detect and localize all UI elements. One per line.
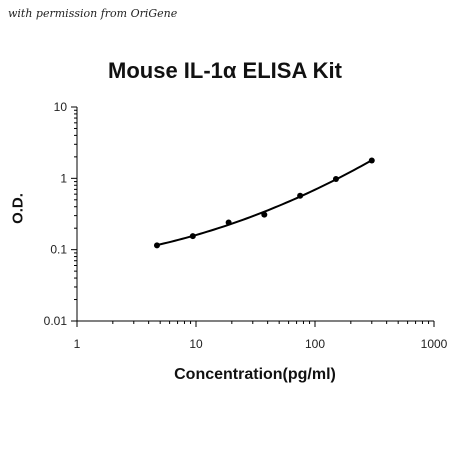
- x-tick-label: 1000: [421, 337, 448, 351]
- x-tick-label: 100: [305, 337, 325, 351]
- chart-title: Mouse IL-1α ELISA Kit: [108, 58, 342, 83]
- data-point: [261, 211, 268, 218]
- watermark-text: with permission from OriGene: [8, 7, 178, 20]
- data-point: [368, 157, 375, 164]
- data-point: [225, 219, 232, 226]
- y-tick-label: 10: [54, 100, 68, 114]
- y-tick-label: 1: [60, 171, 67, 185]
- data-point: [153, 242, 160, 249]
- x-axis-label: Concentration(pg/ml): [174, 366, 336, 383]
- y-tick-label: 0.01: [44, 314, 68, 328]
- data-point: [297, 192, 304, 199]
- x-tick-label: 1: [74, 337, 81, 351]
- data-point: [332, 175, 339, 182]
- data-point: [189, 233, 196, 240]
- y-tick-label: 0.1: [50, 243, 67, 257]
- x-tick-label: 10: [189, 337, 203, 351]
- fit-curve: [156, 159, 373, 247]
